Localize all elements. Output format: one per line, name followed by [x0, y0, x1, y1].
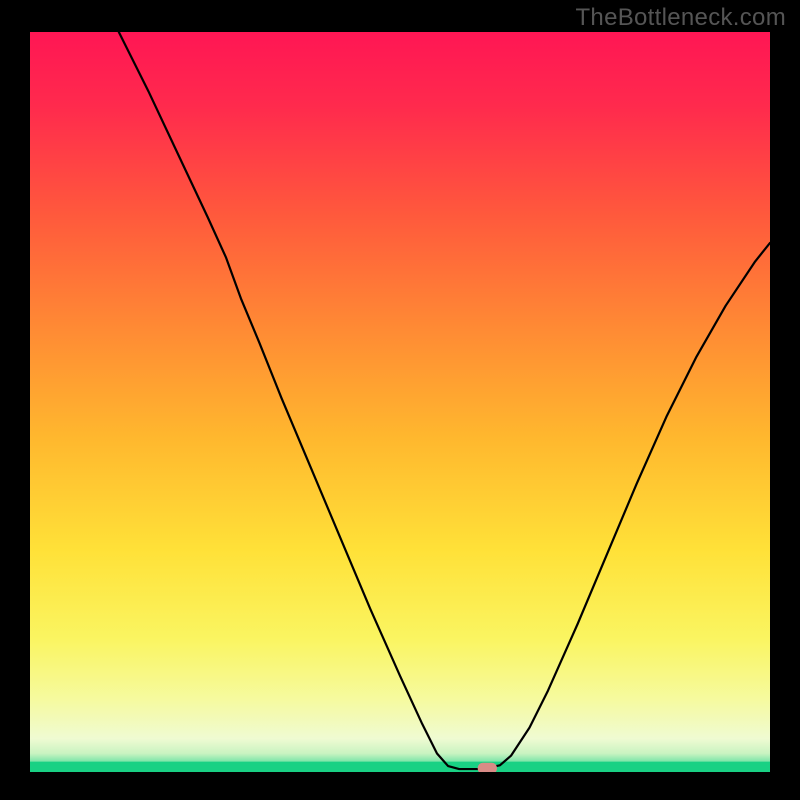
- chart-container: TheBottleneck.com: [0, 0, 800, 800]
- watermark-text: TheBottleneck.com: [575, 4, 786, 32]
- chart-svg: [30, 32, 770, 772]
- chart-background: [30, 32, 770, 772]
- chart-plot-area: [30, 32, 770, 772]
- chart-bottom-band: [30, 762, 770, 772]
- optimal-marker: [478, 763, 497, 772]
